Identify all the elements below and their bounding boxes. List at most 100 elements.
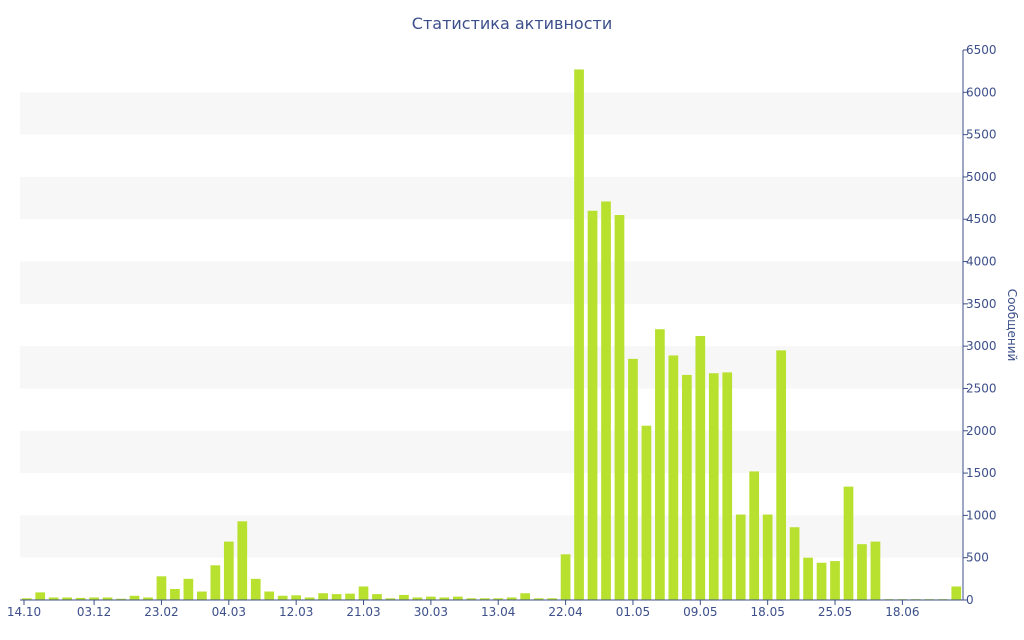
x-tick-label: 01.05 xyxy=(616,605,650,619)
bar xyxy=(506,597,517,600)
bar xyxy=(331,594,342,600)
bar xyxy=(48,597,59,600)
bar xyxy=(183,578,194,600)
bar xyxy=(574,69,584,600)
y-tick-label: 4000 xyxy=(966,255,997,269)
bar xyxy=(655,329,665,600)
bar xyxy=(318,593,328,600)
bar xyxy=(614,215,625,600)
bar xyxy=(452,596,463,600)
bar xyxy=(681,374,692,600)
x-tick-label: 21.03 xyxy=(346,605,380,619)
x-tick-label: 09.05 xyxy=(683,605,717,619)
bar xyxy=(735,514,746,600)
bar xyxy=(803,557,813,600)
bar xyxy=(358,586,369,600)
bar xyxy=(35,592,46,600)
x-tick-label: 18.05 xyxy=(750,605,784,619)
x-tick-label: 13.04 xyxy=(481,605,515,619)
bar xyxy=(520,593,531,600)
grid-band xyxy=(20,346,963,389)
bar xyxy=(385,598,396,600)
bar xyxy=(789,527,800,600)
bar xyxy=(668,355,679,600)
bar xyxy=(237,521,248,600)
bar xyxy=(533,598,544,600)
bar xyxy=(412,597,423,600)
y-tick-label: 5500 xyxy=(966,128,997,142)
grid-band xyxy=(20,261,963,304)
y-tick-label: 0 xyxy=(966,593,974,607)
bar xyxy=(776,350,786,600)
x-tick-label: 12.03 xyxy=(279,605,313,619)
bar xyxy=(62,597,72,600)
bar xyxy=(843,486,854,600)
bar xyxy=(304,597,315,600)
bar xyxy=(587,210,598,600)
grid-band xyxy=(20,430,963,474)
x-tick-label: 14.10 xyxy=(7,605,41,619)
grid-band xyxy=(20,176,963,220)
y-tick-label: 500 xyxy=(966,551,989,565)
bar xyxy=(439,597,450,600)
bar xyxy=(493,598,504,600)
bar xyxy=(277,595,288,600)
x-tick-label: 25.05 xyxy=(818,605,852,619)
bar xyxy=(870,541,881,600)
bar xyxy=(223,541,234,600)
y-tick-label: 3500 xyxy=(966,297,997,311)
x-tick-label: 04.03 xyxy=(212,605,246,619)
bar xyxy=(197,591,207,600)
bar xyxy=(21,598,32,600)
bar xyxy=(210,565,221,600)
y-tick-label: 1500 xyxy=(966,466,997,480)
bar xyxy=(156,576,167,600)
x-tick-label: 23.02 xyxy=(144,605,178,619)
x-tick-label: 22.04 xyxy=(548,605,582,619)
bar xyxy=(601,201,611,600)
bar-series xyxy=(21,69,962,600)
bar xyxy=(170,589,180,600)
bar xyxy=(708,373,719,600)
x-tick-label: 03.12 xyxy=(77,605,111,619)
bar xyxy=(830,561,840,600)
bar xyxy=(466,598,477,600)
axes: 0 500 1000 1500 2000 2500 3000 3500 4000 4500 5000… xyxy=(7,43,997,619)
bar xyxy=(816,562,827,600)
bar xyxy=(426,596,436,600)
bar xyxy=(951,586,962,600)
y-tick-label: 2500 xyxy=(966,381,997,395)
bar xyxy=(75,597,86,600)
y-tick-label: 1000 xyxy=(966,508,997,522)
bar xyxy=(250,578,261,600)
grid-band xyxy=(20,92,963,135)
bar xyxy=(129,595,140,600)
y-tick-label: 4500 xyxy=(966,212,997,226)
bar xyxy=(291,595,302,600)
bar xyxy=(264,591,275,600)
bar xyxy=(695,336,706,600)
bar xyxy=(749,471,760,600)
y-tick-label: 3000 xyxy=(966,339,997,353)
bar xyxy=(628,358,638,600)
bar xyxy=(399,594,409,600)
x-tick-label: 30.03 xyxy=(414,605,448,619)
bar xyxy=(345,593,355,600)
bar xyxy=(547,598,557,600)
bar xyxy=(89,597,99,600)
bar xyxy=(762,514,773,600)
chart-title: Статистика активности xyxy=(411,14,613,33)
y-axis-label: Сообщений xyxy=(1005,289,1019,362)
y-tick-label: 2000 xyxy=(966,424,997,438)
bar xyxy=(102,597,113,600)
bar xyxy=(560,554,571,600)
bar xyxy=(722,372,733,600)
bar xyxy=(143,597,153,600)
y-tick-label: 6500 xyxy=(966,43,997,57)
bar xyxy=(372,594,382,600)
x-tick-label: 18.06 xyxy=(885,605,919,619)
bar xyxy=(116,598,126,600)
y-tick-label: 6000 xyxy=(966,85,997,99)
